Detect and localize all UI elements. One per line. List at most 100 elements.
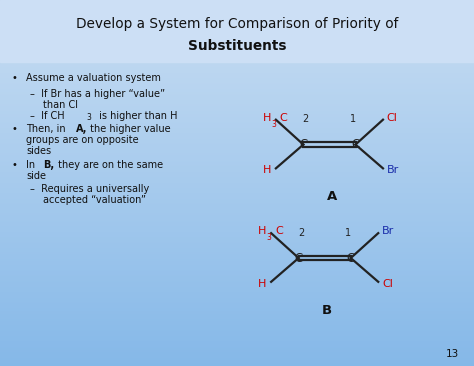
- Bar: [0, 102, 474, 104]
- Bar: [0, 169, 474, 171]
- Text: •: •: [12, 73, 18, 83]
- Bar: [0, 74, 474, 76]
- Bar: [0, 17, 474, 18]
- Bar: [0, 165, 474, 166]
- Bar: [0, 25, 474, 26]
- Bar: [0, 209, 474, 210]
- Bar: [0, 36, 474, 37]
- Text: Br: Br: [387, 165, 399, 175]
- Text: 3: 3: [272, 120, 276, 129]
- Bar: [0, 222, 474, 223]
- Bar: [0, 340, 474, 341]
- Text: –  Requires a universally: – Requires a universally: [30, 184, 149, 194]
- Bar: [0, 362, 474, 363]
- Text: Then, in: Then, in: [26, 124, 69, 134]
- Bar: [0, 183, 474, 184]
- Bar: [0, 154, 474, 155]
- Bar: [0, 249, 474, 250]
- Bar: [0, 330, 474, 332]
- Bar: [0, 100, 474, 101]
- Bar: [0, 8, 474, 10]
- Text: 3: 3: [86, 113, 91, 122]
- Text: H: H: [263, 113, 271, 123]
- Bar: [0, 345, 474, 347]
- Bar: [0, 332, 474, 333]
- Bar: [0, 162, 474, 164]
- Bar: [0, 41, 474, 43]
- Bar: [0, 124, 474, 126]
- Text: C: C: [275, 226, 283, 236]
- Bar: [0, 363, 474, 365]
- Bar: [0, 219, 474, 220]
- Bar: [0, 360, 474, 361]
- Bar: [0, 365, 474, 366]
- Bar: [0, 30, 474, 32]
- Bar: [0, 45, 474, 46]
- Bar: [0, 348, 474, 349]
- Bar: [0, 242, 474, 243]
- Text: Develop a System for Comparison of Priority of: Develop a System for Comparison of Prior…: [76, 17, 398, 31]
- Bar: [0, 164, 474, 165]
- Bar: [0, 117, 474, 118]
- Bar: [0, 279, 474, 281]
- Bar: [0, 338, 474, 339]
- Bar: [0, 226, 474, 227]
- Bar: [0, 347, 474, 348]
- Bar: [0, 267, 474, 268]
- Bar: [0, 133, 474, 134]
- Bar: [0, 349, 474, 350]
- Bar: [0, 240, 474, 242]
- Bar: [0, 271, 474, 272]
- Bar: [0, 161, 474, 162]
- Bar: [0, 293, 474, 294]
- Bar: [0, 48, 474, 49]
- Text: C: C: [280, 113, 287, 123]
- Bar: [0, 182, 474, 183]
- Text: In: In: [26, 160, 38, 170]
- Bar: [0, 277, 474, 278]
- Bar: [0, 217, 474, 219]
- Bar: [0, 189, 474, 190]
- Bar: [0, 15, 474, 16]
- Bar: [0, 274, 474, 276]
- Bar: [0, 18, 474, 19]
- Bar: [0, 231, 474, 232]
- Bar: [0, 6, 474, 7]
- Bar: [0, 234, 474, 235]
- Text: 13: 13: [446, 350, 459, 359]
- Bar: [0, 139, 474, 140]
- Bar: [0, 310, 474, 311]
- Bar: [0, 10, 474, 11]
- Bar: [0, 173, 474, 175]
- Bar: [0, 194, 474, 195]
- Bar: [0, 72, 474, 73]
- Text: is higher than H: is higher than H: [96, 111, 178, 121]
- Bar: [0, 60, 474, 61]
- Text: C: C: [294, 251, 303, 265]
- Bar: [0, 143, 474, 144]
- Bar: [0, 221, 474, 222]
- Bar: [0, 113, 474, 115]
- Bar: [0, 63, 474, 65]
- Bar: [0, 34, 474, 36]
- Bar: [0, 211, 474, 212]
- Bar: [0, 111, 474, 112]
- Bar: [0, 316, 474, 317]
- Bar: [0, 85, 474, 87]
- Bar: [0, 153, 474, 154]
- Bar: [0, 37, 474, 38]
- Bar: [0, 59, 474, 60]
- Bar: [0, 83, 474, 84]
- Bar: [0, 46, 474, 48]
- Bar: [0, 101, 474, 102]
- Bar: [0, 116, 474, 117]
- Text: B,: B,: [43, 160, 54, 170]
- Bar: [0, 355, 474, 356]
- Bar: [0, 213, 474, 215]
- Bar: [0, 320, 474, 321]
- Bar: [0, 134, 474, 135]
- Bar: [0, 68, 474, 70]
- Bar: [0, 52, 474, 54]
- Bar: [0, 334, 474, 336]
- Bar: [0, 168, 474, 169]
